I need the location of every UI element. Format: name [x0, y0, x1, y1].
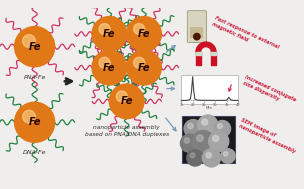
- Polygon shape: [196, 42, 216, 52]
- Circle shape: [202, 149, 221, 167]
- Text: DNA-Fe: DNA-Fe: [23, 150, 47, 155]
- Circle shape: [127, 50, 161, 85]
- Circle shape: [109, 84, 144, 119]
- Circle shape: [192, 130, 214, 152]
- Circle shape: [15, 27, 55, 67]
- Text: Fe: Fe: [28, 42, 41, 52]
- Bar: [191, 27, 203, 38]
- Circle shape: [181, 134, 199, 152]
- Polygon shape: [212, 52, 216, 65]
- Text: Fe: Fe: [138, 63, 150, 73]
- Circle shape: [213, 136, 219, 141]
- Circle shape: [206, 152, 212, 158]
- Text: 15: 15: [179, 103, 184, 107]
- Text: Fe: Fe: [138, 29, 150, 39]
- Circle shape: [22, 35, 36, 47]
- Text: PNA-Fe: PNA-Fe: [23, 75, 46, 80]
- Circle shape: [217, 124, 223, 129]
- Circle shape: [197, 135, 203, 141]
- Circle shape: [127, 17, 161, 51]
- Circle shape: [133, 57, 145, 68]
- Circle shape: [187, 150, 203, 166]
- Text: Fe: Fe: [103, 29, 116, 39]
- Bar: [181, 75, 238, 104]
- Polygon shape: [196, 52, 201, 65]
- Text: Fast response to external
magnetic field: Fast response to external magnetic field: [212, 16, 280, 55]
- Text: 35: 35: [224, 103, 229, 107]
- Circle shape: [223, 152, 228, 156]
- Circle shape: [92, 17, 127, 51]
- Circle shape: [194, 33, 200, 40]
- Circle shape: [134, 58, 160, 84]
- Polygon shape: [212, 52, 216, 55]
- Circle shape: [92, 50, 127, 85]
- Circle shape: [99, 58, 126, 84]
- Circle shape: [117, 91, 143, 117]
- Circle shape: [198, 115, 218, 135]
- Circle shape: [133, 23, 145, 35]
- Circle shape: [99, 57, 110, 68]
- Circle shape: [209, 131, 229, 151]
- Text: nanoparticle assembly
based on PNA/DNA duplexes: nanoparticle assembly based on PNA/DNA d…: [85, 125, 169, 137]
- Text: Min: Min: [206, 106, 213, 110]
- Text: 30: 30: [213, 103, 218, 107]
- Circle shape: [99, 24, 126, 50]
- Circle shape: [214, 120, 230, 137]
- Text: Fe: Fe: [28, 117, 41, 127]
- Circle shape: [190, 153, 195, 158]
- Text: 40: 40: [236, 103, 240, 107]
- Text: SEM image of
nanoparticle assembly: SEM image of nanoparticle assembly: [238, 118, 299, 154]
- Circle shape: [184, 120, 202, 138]
- Circle shape: [99, 23, 110, 35]
- Circle shape: [221, 149, 235, 163]
- Circle shape: [184, 138, 190, 143]
- Circle shape: [15, 102, 55, 142]
- Circle shape: [22, 110, 36, 123]
- Bar: [182, 116, 235, 163]
- Text: Fe: Fe: [103, 63, 116, 73]
- Text: Increased conjugate
size dispersity: Increased conjugate size dispersity: [241, 75, 297, 109]
- Circle shape: [202, 119, 208, 125]
- Circle shape: [188, 123, 193, 129]
- Circle shape: [23, 35, 53, 65]
- FancyBboxPatch shape: [187, 11, 206, 43]
- Text: 20: 20: [190, 103, 195, 107]
- Circle shape: [134, 24, 160, 50]
- Circle shape: [23, 111, 53, 141]
- Polygon shape: [196, 52, 201, 55]
- Text: 25: 25: [202, 103, 206, 107]
- Circle shape: [116, 91, 127, 102]
- Text: Fe: Fe: [120, 96, 133, 106]
